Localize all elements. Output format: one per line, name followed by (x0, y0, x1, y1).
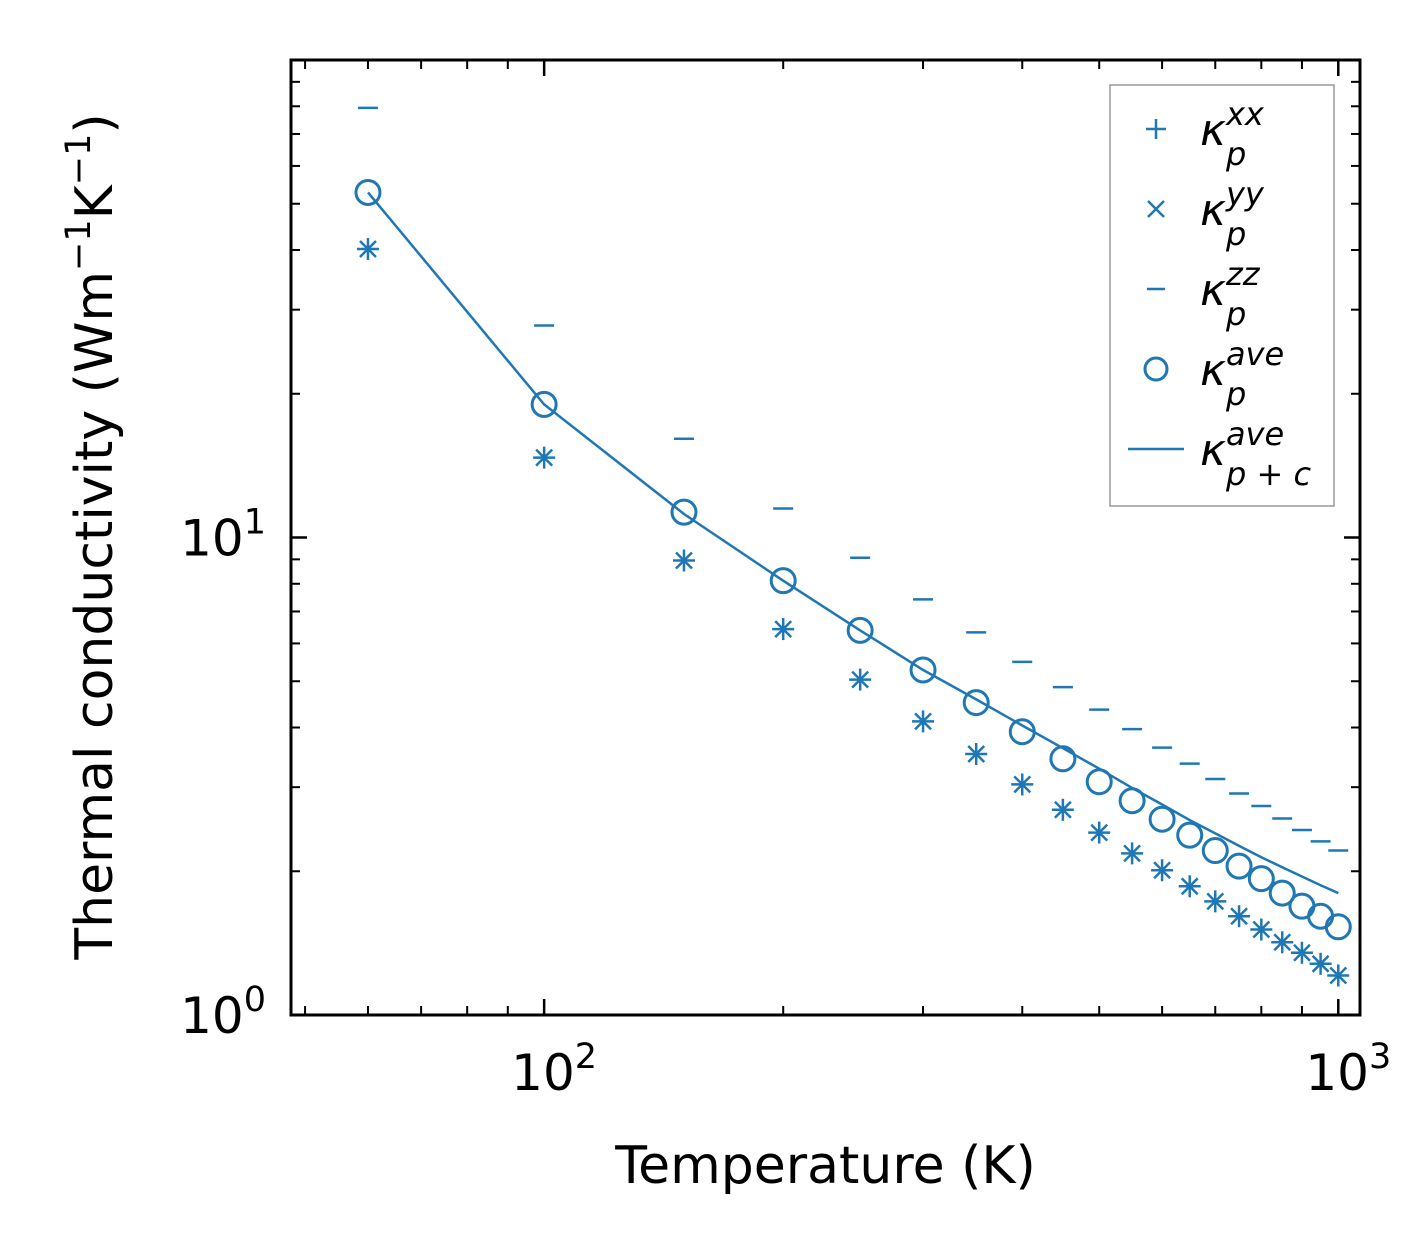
data-point-kp_ave (1148, 805, 1176, 833)
data-point-kp_ave (1268, 879, 1296, 907)
data-point-kp_yy (1230, 907, 1248, 926)
series-line-kpc_ave (367, 191, 1339, 895)
data-point-kp_yy (851, 670, 870, 689)
data-point-kp_yy (1123, 844, 1141, 863)
legend-label-kp-zz: κzz p (1200, 255, 1261, 333)
x-tick-label: 103 (1305, 1037, 1391, 1102)
data-point-kp_ave (1201, 837, 1229, 865)
data-point-kp_ave (846, 616, 874, 644)
legend-label-kp-yy: κyy p (1200, 175, 1265, 253)
legend-box (1109, 84, 1335, 507)
data-point-kp_yy (774, 620, 793, 638)
series-layer (354, 106, 1352, 987)
data-point-kp_yy (1293, 943, 1311, 962)
legend-marker-circle (1143, 356, 1169, 382)
data-point-kp_ave (670, 498, 698, 526)
data-point-kp_yy (967, 745, 986, 763)
data-point-kp_yy (1311, 954, 1330, 973)
data-point-kp_yy (1013, 775, 1032, 794)
data-point-kp_ave (909, 656, 937, 684)
data-point-kp_ave (769, 567, 797, 595)
data-point-kp_yy (1329, 966, 1348, 985)
legend-marker-x (1147, 200, 1165, 218)
data-point-kp_yy (1090, 823, 1109, 842)
data-point-kp_yy (535, 448, 554, 467)
series-kp_zz (357, 106, 1349, 852)
legend: κxx p κyy p κzz p κave p κave p + c (1109, 84, 1335, 507)
data-point-kp_yy (1053, 800, 1072, 819)
data-point-kp_ave (962, 689, 990, 717)
legend-markers (1128, 119, 1184, 451)
x-tick-label: 102 (511, 1037, 597, 1102)
y-tick-label: 100 (180, 980, 266, 1045)
x-axis-title: Temperature (K) (614, 1136, 1036, 1196)
series-kp_yy (359, 240, 1348, 985)
data-point-kp_yy (914, 712, 932, 731)
legend-label-kp-ave: κave p (1200, 335, 1284, 413)
series-kpc_ave (367, 191, 1339, 895)
legend-label-kp-xx: κxx p (1200, 95, 1265, 173)
data-point-kp_yy (675, 551, 693, 570)
plot-frame (289, 58, 1362, 1017)
data-point-kp_ave (1225, 852, 1253, 880)
data-point-kp_yy (1180, 877, 1199, 896)
data-point-kp_ave (1324, 913, 1352, 941)
data-point-kp_yy (1153, 861, 1171, 880)
data-point-kp_yy (1252, 920, 1271, 939)
y-tick-label: 101 (180, 503, 266, 568)
legend-label-kpc-ave: κave p + c (1200, 415, 1311, 493)
data-point-kp_ave (530, 390, 558, 418)
data-point-kp_ave (1176, 821, 1204, 849)
data-point-kp_yy (359, 240, 377, 258)
series-kp_ave (354, 178, 1352, 941)
data-point-kp_yy (1273, 933, 1292, 952)
y-axis-title: Thermal conductivity (Wm−1K−1) (59, 113, 125, 960)
data-point-kp_ave (1247, 865, 1275, 893)
data-point-kp_ave (354, 178, 382, 206)
data-point-kp_yy (1206, 892, 1225, 911)
